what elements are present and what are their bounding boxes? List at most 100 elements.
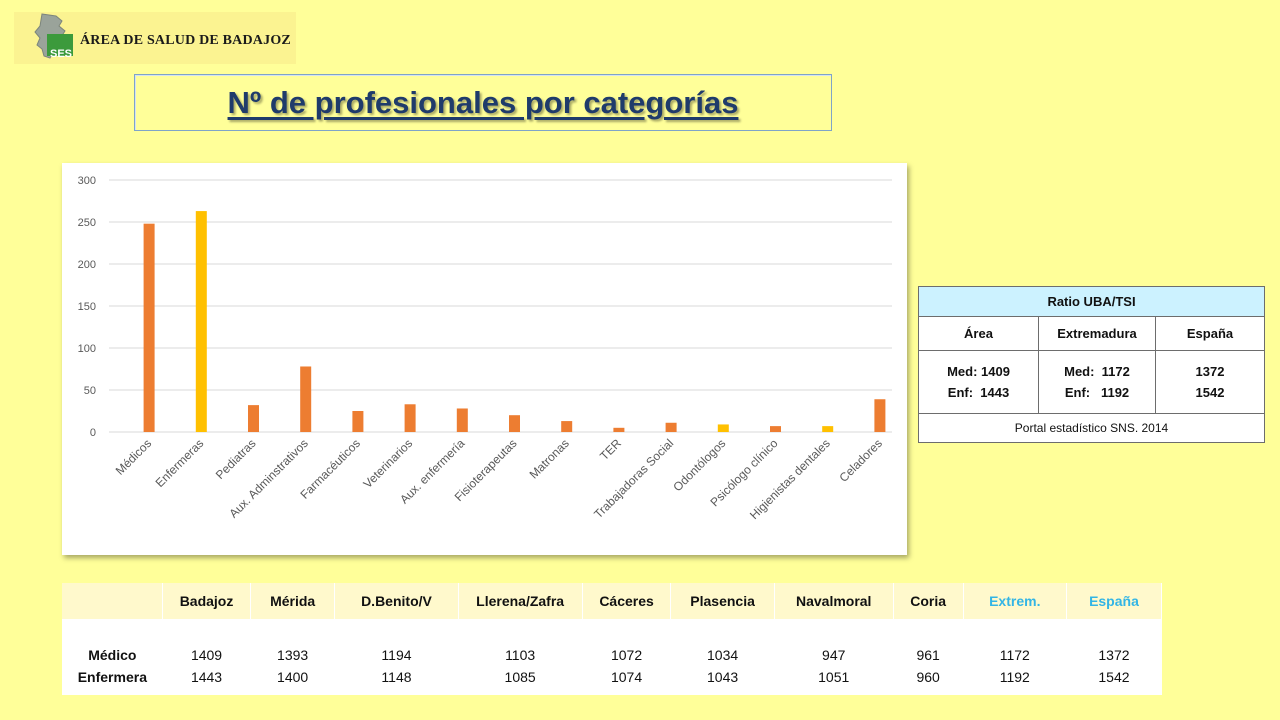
areas-col-header: Extrem.	[963, 583, 1067, 637]
row-label-enfermera: Enfermera	[77, 669, 147, 685]
ratio-source: Portal estadístico SNS. 2014	[918, 413, 1265, 443]
areas-cell-enfermera: 1542	[1098, 669, 1130, 685]
bar	[404, 404, 416, 432]
bar	[143, 223, 155, 432]
areas-col-header: Navalmoral	[774, 583, 894, 637]
areas-col-header: D.Benito/V	[334, 583, 459, 637]
areas-cell: 961 960	[893, 628, 963, 695]
x-tick-label: Veterinarios	[361, 436, 416, 491]
page-title: Nº de profesionales por categorías	[227, 84, 739, 120]
row-label-medico: Médico	[88, 647, 137, 663]
areas-cell: 1409 1443	[163, 628, 251, 695]
ratio-col-area: Área	[918, 316, 1039, 351]
ratio-table: Ratio UBA/TSI Área Extremadura España Me…	[918, 286, 1265, 443]
areas-cell-enfermera: 1443	[190, 669, 223, 685]
areas-cell-medico: 1103	[505, 647, 536, 663]
areas-cell-enfermera: 1148	[381, 669, 412, 685]
areas-cell-medico: 961	[916, 647, 940, 663]
bar	[874, 399, 886, 432]
areas-cell: 1172 1192	[963, 628, 1066, 695]
ratio-title: Ratio UBA/TSI	[918, 286, 1265, 317]
areas-header-row: Badajoz Mérida D.Benito/V Llerena/Zafra Cáce…	[62, 583, 1163, 637]
ratio-area-enf: Enf: 1443	[947, 385, 1010, 400]
y-tick-label: 250	[78, 217, 96, 229]
areas-cell-enfermera: 1051	[818, 669, 850, 685]
bar	[509, 415, 520, 432]
y-tick-label: 100	[78, 343, 96, 355]
areas-cell-medico: 1072	[610, 647, 643, 663]
areas-col-header: Llerena/Zafra	[458, 583, 583, 637]
ratio-extremadura-med: Med: 1172	[1064, 364, 1130, 379]
areas-cell-medico: 1172	[999, 647, 1030, 663]
areas-col-header: Plasencia	[670, 583, 775, 637]
y-tick-label: 300	[78, 175, 96, 187]
y-tick-label: 50	[84, 385, 96, 397]
bar	[717, 424, 729, 432]
x-tick-label: Odontólogos	[670, 436, 728, 494]
ratio-area-med: Med: 1409	[947, 364, 1010, 379]
areas-cell: 1194 1148	[335, 628, 458, 695]
logo: SES ÁREA DE SALUD DE BADAJOZ	[14, 12, 296, 64]
areas-cell-enfermera: 1043	[707, 669, 739, 685]
bar	[300, 366, 312, 432]
title-box: Nº de profesionales por categorías	[134, 74, 832, 131]
areas-cell: 947 1051	[774, 628, 893, 695]
areas-cell: 1103 1085	[458, 628, 582, 695]
areas-cell-medico: 1393	[277, 647, 309, 663]
bar	[665, 422, 677, 432]
areas-col-header: Coria	[893, 583, 964, 637]
areas-cell-enfermera: 1192	[999, 669, 1030, 685]
y-tick-label: 150	[78, 301, 96, 313]
areas-cell: 1072 1074	[582, 628, 671, 695]
areas-cell: 1372 1542	[1066, 628, 1161, 695]
x-tick-label: Médicos	[113, 436, 154, 477]
areas-data-row: Médico Enfermera 1409 1443 1393 1400 1194 114…	[62, 628, 1162, 695]
areas-col-header: Badajoz	[162, 583, 251, 637]
areas-cell-medico: 1372	[1098, 647, 1130, 663]
areas-cell: 1034 1043	[671, 628, 774, 695]
areas-cell: 1393 1400	[250, 628, 335, 695]
extremadura-map-icon	[34, 13, 73, 59]
ratio-col-espana: España	[1155, 316, 1265, 351]
areas-col-header: España	[1066, 583, 1163, 637]
bar	[770, 426, 781, 432]
areas-row-labels: Médico Enfermera	[62, 628, 163, 695]
areas-cell-enfermera: 1074	[610, 669, 643, 685]
y-tick-label: 0	[90, 427, 96, 439]
areas-cell-enfermera: 960	[916, 669, 940, 685]
areas-cell-enfermera: 1400	[277, 669, 309, 685]
ratio-espana-med: 1372	[1195, 364, 1225, 379]
x-tick-label: Matronas	[527, 436, 572, 481]
areas-cell-medico: 1194	[381, 647, 412, 663]
bar	[248, 405, 259, 432]
areas-table: Badajoz Mérida D.Benito/V Llerena/Zafra Cáce…	[62, 583, 1163, 695]
areas-col-header: Cáceres	[582, 583, 672, 637]
x-tick-label: TER	[597, 436, 624, 463]
areas-corner-cell	[62, 583, 164, 637]
areas-cell-enfermera: 1085	[504, 669, 536, 685]
logo-text: ÁREA DE SALUD DE BADAJOZ	[80, 33, 291, 48]
x-tick-label: Pediatras	[213, 436, 259, 482]
ratio-espana-values: 1372 1542	[1155, 350, 1265, 414]
bar	[613, 427, 625, 432]
y-tick-label: 200	[78, 259, 96, 271]
areas-cell-medico: 1409	[190, 647, 223, 663]
bar	[822, 426, 834, 432]
ratio-area-values: Med: 1409 Enf: 1443	[918, 350, 1039, 414]
bar	[195, 211, 207, 432]
areas-cell-medico: 947	[822, 647, 846, 663]
ratio-extremadura-values: Med: 1172 Enf: 1192	[1038, 350, 1156, 414]
ratio-col-extremadura: Extremadura	[1038, 316, 1156, 351]
bar	[352, 411, 364, 432]
areas-col-header: Mérida	[250, 583, 336, 637]
logo-abbr: SES	[50, 48, 73, 60]
x-tick-label: Celadores	[836, 436, 885, 485]
bar	[561, 421, 573, 432]
bar	[456, 408, 468, 432]
x-tick-label: Enfermeras	[153, 436, 207, 490]
areas-cell-medico: 1034	[707, 647, 739, 663]
bar-chart: 0 50 100 150 200 250 300 Médicos Enfermeras Pedia…	[62, 163, 907, 555]
ratio-extremadura-enf: Enf: 1192	[1064, 385, 1130, 400]
ratio-espana-enf: 1542	[1195, 385, 1225, 400]
